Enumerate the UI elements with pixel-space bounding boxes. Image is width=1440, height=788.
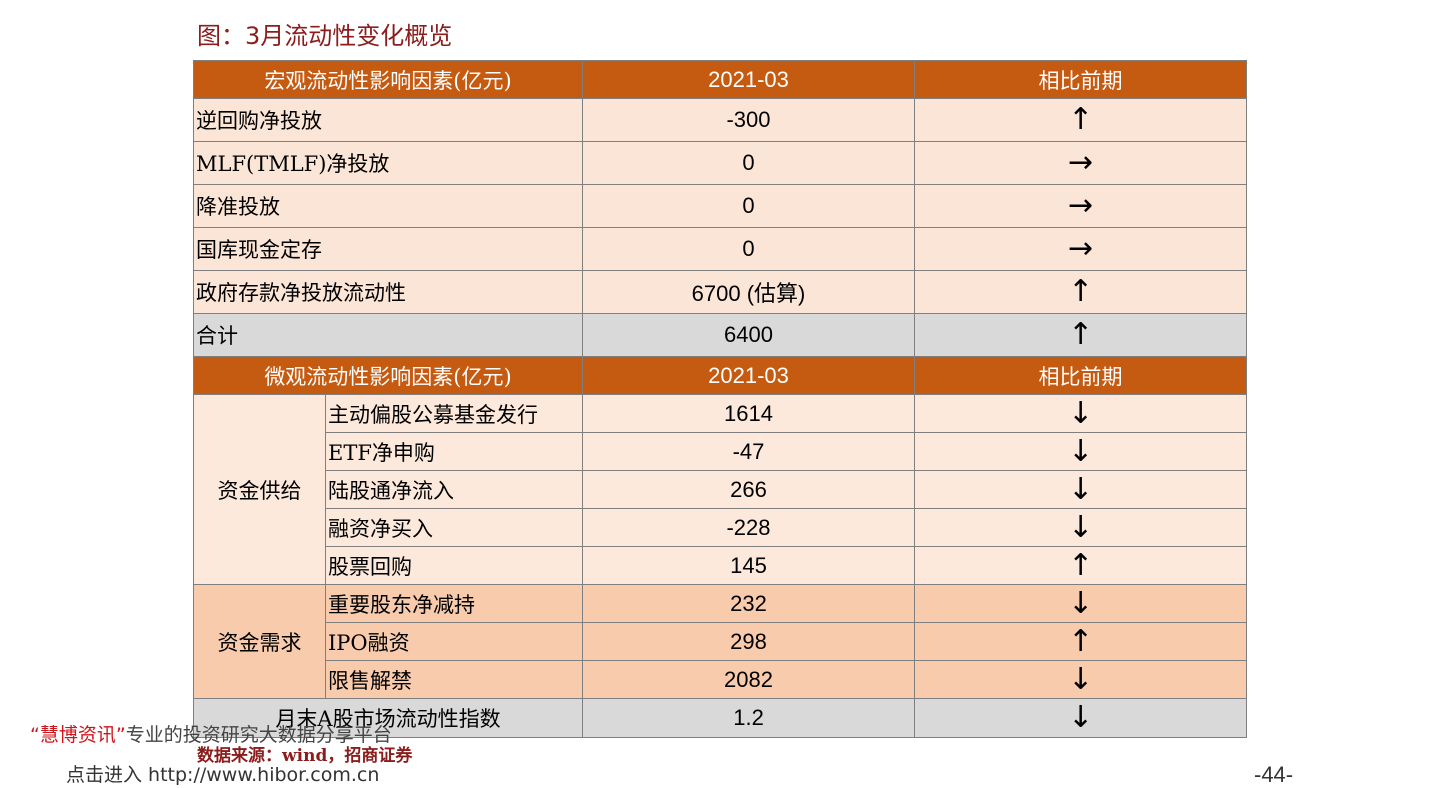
value-cell: 232 <box>582 584 916 623</box>
source-note: 数据来源：wind，招商证券 <box>197 746 413 766</box>
table-row: 陆股通净流入 266 ↓ <box>194 470 1248 509</box>
row-label: 月末A股市场流动性指数 <box>192 698 584 738</box>
table-row: 宏观流动性影响因素(亿元) 2021-03 相比前期 <box>192 60 1248 99</box>
header-cell: 微观流动性影响因素(亿元) <box>192 356 584 395</box>
table-row: 月末A股市场流动性指数 1.2 ↓ <box>192 698 1248 738</box>
row-label: 政府存款净投放流动性 <box>192 270 584 314</box>
value-cell: 145 <box>582 546 916 585</box>
trend-arrow: ↑ <box>914 546 1248 585</box>
table-row: 国库现金定存 0 → <box>192 227 1248 271</box>
table-row: MLF(TMLF)净投放 0 → <box>192 141 1248 185</box>
table-row: 降准投放 0 → <box>192 184 1248 228</box>
value-cell: 1.2 <box>582 698 916 738</box>
group-label: 资金供给 <box>193 394 326 585</box>
row-label: 国库现金定存 <box>192 227 584 271</box>
row-label: 降准投放 <box>192 184 584 228</box>
table-row: 股票回购 145 ↑ <box>194 546 1248 585</box>
trend-arrow: ↓ <box>914 698 1248 738</box>
table-row: 资金供给 主动偏股公募基金发行 1614 ↓ <box>193 394 1248 585</box>
trend-arrow: ↓ <box>914 432 1248 471</box>
trend-arrow: ↓ <box>914 394 1248 433</box>
value-cell: -300 <box>582 98 916 142</box>
value-cell: 6700 (估算) <box>582 270 916 314</box>
row-label: MLF(TMLF)净投放 <box>192 141 584 185</box>
table-row: ETF净申购 -47 ↓ <box>194 432 1248 471</box>
header-cell: 宏观流动性影响因素(亿元) <box>192 60 584 99</box>
table-row: 逆回购净投放 -300 ↑ <box>192 98 1248 142</box>
watermark-link[interactable]: 点击进入 http://www.hibor.com.cn <box>66 764 380 786</box>
watermark-slogan: 专业的投资研究大数据分享平台 <box>125 724 392 746</box>
header-cell: 相比前期 <box>914 60 1248 99</box>
trend-arrow: ↓ <box>914 470 1248 509</box>
watermark-brand: “慧博资讯” <box>30 724 126 746</box>
table-row: 合计 6400 ↑ <box>192 313 1248 357</box>
trend-arrow: ↑ <box>914 270 1248 314</box>
table-row: 资金需求 重要股东净减持 232 ↓ <box>193 584 1248 699</box>
value-cell: 6400 <box>582 313 916 357</box>
trend-arrow: → <box>914 184 1248 228</box>
table-row: IPO融资 298 ↑ <box>194 622 1248 661</box>
trend-arrow: ↑ <box>914 622 1248 661</box>
table-row: 政府存款净投放流动性 6700 (估算) ↑ <box>192 270 1248 314</box>
row-label: 融资净买入 <box>324 508 584 547</box>
row-label: 重要股东净减持 <box>324 584 584 623</box>
row-label: IPO融资 <box>324 622 584 661</box>
group-label: 资金需求 <box>193 584 326 699</box>
trend-arrow: → <box>914 141 1248 185</box>
row-label: ETF净申购 <box>324 432 584 471</box>
row-label: 限售解禁 <box>324 660 584 699</box>
value-cell: 0 <box>582 227 916 271</box>
value-cell: 2082 <box>582 660 916 699</box>
header-cell: 2021-03 <box>582 60 916 99</box>
trend-arrow: ↓ <box>914 660 1248 699</box>
value-cell: 0 <box>582 141 916 185</box>
trend-arrow: ↑ <box>914 313 1248 357</box>
value-cell: 0 <box>582 184 916 228</box>
value-cell: 1614 <box>582 394 916 433</box>
value-cell: 298 <box>582 622 916 661</box>
liquidity-table: 宏观流动性影响因素(亿元) 2021-03 相比前期 逆回购净投放 -300 ↑ MLF(T… <box>192 60 1248 738</box>
value-cell: 266 <box>582 470 916 509</box>
row-label: 陆股通净流入 <box>324 470 584 509</box>
row-label: 逆回购净投放 <box>192 98 584 142</box>
trend-arrow: → <box>914 227 1248 271</box>
trend-arrow: ↑ <box>914 98 1248 142</box>
row-label: 合计 <box>192 313 584 357</box>
row-label: 股票回购 <box>324 546 584 585</box>
table-row: 限售解禁 2082 ↓ <box>194 660 1248 699</box>
watermark-line: “慧博资讯”专业的投资研究大数据分享平台 <box>30 720 392 747</box>
table-row: 融资净买入 -228 ↓ <box>194 508 1248 547</box>
page-number: -44- <box>1254 762 1294 787</box>
header-cell: 相比前期 <box>914 356 1248 395</box>
header-cell: 2021-03 <box>582 356 916 395</box>
table-row: 微观流动性影响因素(亿元) 2021-03 相比前期 <box>192 356 1248 395</box>
value-cell: -47 <box>582 432 916 471</box>
row-label: 主动偏股公募基金发行 <box>324 394 584 433</box>
figure-title: 图：3月流动性变化概览 <box>197 22 453 50</box>
trend-arrow: ↓ <box>914 508 1248 547</box>
trend-arrow: ↓ <box>914 584 1248 623</box>
value-cell: -228 <box>582 508 916 547</box>
